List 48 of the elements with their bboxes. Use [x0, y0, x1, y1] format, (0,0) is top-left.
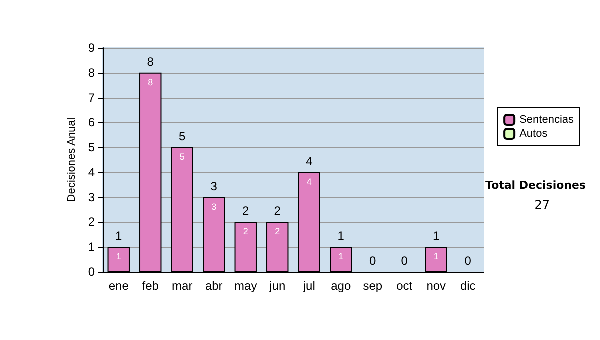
data-label: 1	[116, 252, 122, 262]
text: Total Decisiones	[486, 179, 586, 192]
total-label: 4	[306, 154, 314, 168]
y-tick-label: 2	[88, 215, 96, 230]
x-tick-label: may	[234, 279, 258, 293]
y-tick-label: 7	[88, 90, 96, 105]
x-tick-label: dic	[460, 279, 476, 293]
y-tick-label: 3	[88, 190, 96, 204]
data-label: 1	[434, 252, 439, 262]
x-tick-label: ago	[331, 279, 352, 293]
total-label: 8	[147, 54, 154, 69]
y-tick-label: 5	[88, 140, 96, 155]
y-axis-title: Decisiones Anual	[66, 118, 78, 202]
text: 27	[534, 198, 550, 212]
x-tick-label: jul	[302, 279, 316, 293]
data-label: 5	[180, 152, 185, 162]
x-tick-label: abr	[205, 279, 223, 293]
data-label: 8	[148, 77, 154, 88]
y-tick-label: 6	[88, 116, 96, 130]
data-label: 1	[338, 252, 344, 262]
x-tick-label: feb	[142, 279, 160, 293]
total-label: 2	[242, 204, 250, 218]
total-label: 1	[433, 229, 440, 244]
total-label: 0	[401, 254, 408, 268]
total-label: 5	[179, 130, 186, 144]
data-label: 2	[243, 226, 248, 237]
y-tick-label: 9	[88, 41, 96, 55]
y-tick-label: 1	[88, 240, 96, 254]
data-label: 3	[212, 202, 217, 212]
x-tick-label: oct	[396, 279, 414, 293]
total-label: 0	[464, 254, 472, 268]
y-tick-label: 0	[88, 265, 96, 279]
total-label: 1	[338, 229, 345, 244]
data-label: 2	[275, 226, 280, 237]
total-label: 3	[210, 179, 218, 194]
legend-label: Autos	[520, 128, 548, 140]
x-tick-label: sep	[363, 279, 383, 293]
x-tick-label: jun	[268, 279, 286, 293]
data-label: 4	[306, 176, 312, 187]
total-label: 2	[274, 204, 282, 218]
x-tick-label: ene	[108, 279, 130, 293]
total-label: 0	[370, 254, 377, 268]
total-label: 1	[116, 229, 123, 244]
x-tick-label: nov	[426, 279, 446, 293]
y-tick-label: 8	[88, 66, 96, 80]
y-tick-label: 4	[88, 165, 96, 180]
legend-label: Sentencias	[520, 114, 574, 126]
x-tick-label: mar	[172, 279, 193, 293]
